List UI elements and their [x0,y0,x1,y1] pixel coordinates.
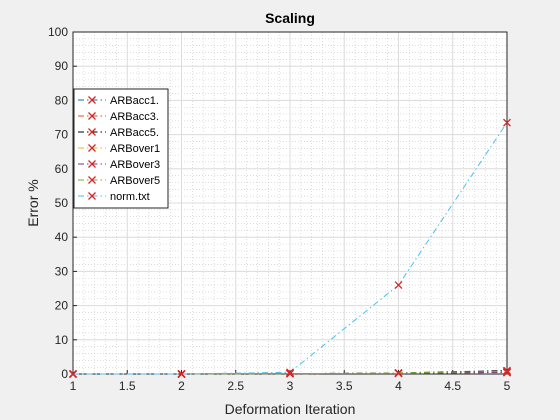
data-point-marker [394,281,403,290]
data-point-marker [503,118,511,127]
data-point-marker [177,370,186,378]
legend-label: ARBover5 [110,175,160,187]
legend-marker [88,96,96,104]
legend-entry: ARBover5 [78,175,160,187]
legend-label: ARBover3 [110,159,160,171]
x-tick-label: 1 [70,379,77,393]
x-axis: 1 1.5 2 2.5 3 3.5 4 4.5 5 [70,370,511,393]
legend-marker [88,128,96,136]
y-tick-label: 60 [55,162,69,176]
legend-entry: norm.txt [78,191,150,203]
legend-label: ARBover1 [110,143,160,155]
legend-marker [88,176,96,184]
legend-marker [88,192,96,200]
legend-marker [88,144,96,152]
legend: ARBacc1. ARBacc3. ARBacc5. ARBover1 ARBover3… [73,88,169,209]
legend-entry: ARBover3 [78,159,160,171]
data-point-marker [394,369,403,377]
x-tick-label: 2 [178,379,185,393]
y-tick-label: 30 [55,264,69,278]
legend-marker [88,112,96,120]
y-tick-label: 10 [55,333,69,347]
y-tick-label: 50 [55,196,69,210]
series-layer [69,118,511,378]
legend-box [73,88,169,209]
legend-entry: ARBacc1. [78,95,159,107]
legend-marker [88,160,96,168]
x-tick-label: 3 [287,379,294,393]
chart-title: Scaling [265,10,315,26]
legend-label: norm.txt [110,191,150,203]
x-tick-label: 5 [504,379,511,393]
legend-label: ARBacc5. [110,127,159,139]
series-norm.txt [69,118,511,378]
y-tick-label: 70 [55,128,69,142]
legend-entry: ARBacc5. [78,127,159,139]
y-tick-label: 90 [55,59,69,73]
data-point-marker [69,370,77,378]
legend-entry: ARBacc3. [78,111,159,123]
y-axis-label: Error % [25,179,41,226]
data-point-marker [503,367,511,376]
legend-label: ARBacc1. [110,95,159,107]
x-tick-label: 4.5 [444,379,461,393]
y-tick-label: 80 [55,93,69,107]
y-tick-label: 40 [55,230,69,244]
legend-entry: ARBover1 [78,143,160,155]
y-tick-label: 100 [48,25,68,39]
x-tick-label: 1.5 [119,379,136,393]
y-tick-label: 20 [55,299,69,313]
y-axis: 0 10 20 30 40 50 60 70 80 90 100 [48,25,77,381]
legend-label: ARBacc3. [110,111,159,123]
y-tick-label: 0 [61,367,68,381]
x-axis-label: Deformation Iteration [225,401,356,417]
data-point-marker [286,368,294,377]
x-tick-label: 2.5 [227,379,244,393]
x-tick-label: 4 [395,379,402,393]
x-tick-label: 3.5 [336,379,353,393]
data-point-marker [286,369,294,378]
data-point-marker [503,368,511,377]
